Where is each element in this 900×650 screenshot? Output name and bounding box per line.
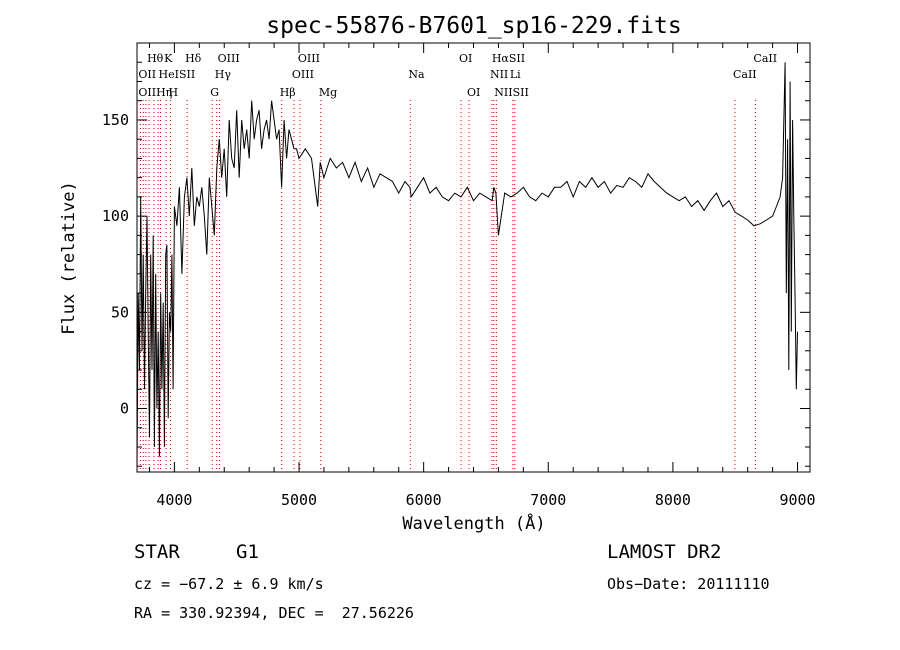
spectrum-line [136,62,798,471]
line-label-6: HαSII [492,52,525,65]
line-label-14: Li [510,68,521,81]
x-tick-label: 9000 [779,491,815,509]
line-label-16: OIIHη [138,86,172,99]
x-tick-label: 8000 [655,491,691,509]
x-tick-label: 5000 [281,491,317,509]
y-axis: 0 50 100 150 [102,61,810,467]
line-label-2: Hδ [185,52,202,65]
line-labels: Hθ K Hδ OIII OIII OI HαSII CaII OII HeISII Hγ OIII N… [138,52,777,99]
y-tick-label: 150 [102,111,129,129]
x-tick-label: 4000 [156,491,192,509]
chart-title: spec-55876-B7601_sp16-229.fits [266,13,681,39]
line-label-8: OII [138,68,156,81]
line-label-18: G [210,86,219,99]
y-axis-label: Flux (relative) [59,181,79,335]
x-tick-label: 6000 [406,491,442,509]
line-label-11: OIII [292,68,314,81]
line-label-15: CaII [733,68,757,81]
line-label-19: Hβ [280,86,296,99]
line-label-7: CaII [753,52,777,65]
line-markers [139,100,756,472]
line-label-10: Hγ [215,68,232,81]
y-tick-label: 0 [120,400,129,418]
x-axis: 4000 5000 6000 7000 8000 9000 [148,43,816,509]
line-label-3: OIII [218,52,240,65]
line-label-9: HeISII [159,68,196,81]
line-label-5: OI [459,52,472,65]
y-tick-label: 100 [102,207,129,225]
line-label-13: NII [490,68,508,81]
line-label-21: OI [467,86,480,99]
plot-frame [136,42,811,473]
line-label-4: OIII [298,52,320,65]
y-tick-label: 50 [111,303,129,321]
redshift-readout: cz = −67.2 ± 6.9 km/s [134,575,324,593]
line-label-0: Hθ [147,52,164,65]
x-axis-label: Wavelength (Å) [402,512,545,534]
object-class: STAR [134,541,180,563]
line-label-12: Na [408,68,425,81]
line-label-20: Mg [319,86,337,99]
x-tick-label: 7000 [530,491,566,509]
line-label-22: NIISII [494,86,529,99]
coordinates-readout: RA = 330.92394, DEC = 27.56226 [134,604,414,622]
line-label-17: H [169,86,179,99]
line-label-1: K [164,52,173,65]
survey-name: LAMOST DR2 [607,541,722,563]
obs-date: Obs−Date: 20111110 [607,575,770,593]
object-subclass: G1 [236,541,259,563]
